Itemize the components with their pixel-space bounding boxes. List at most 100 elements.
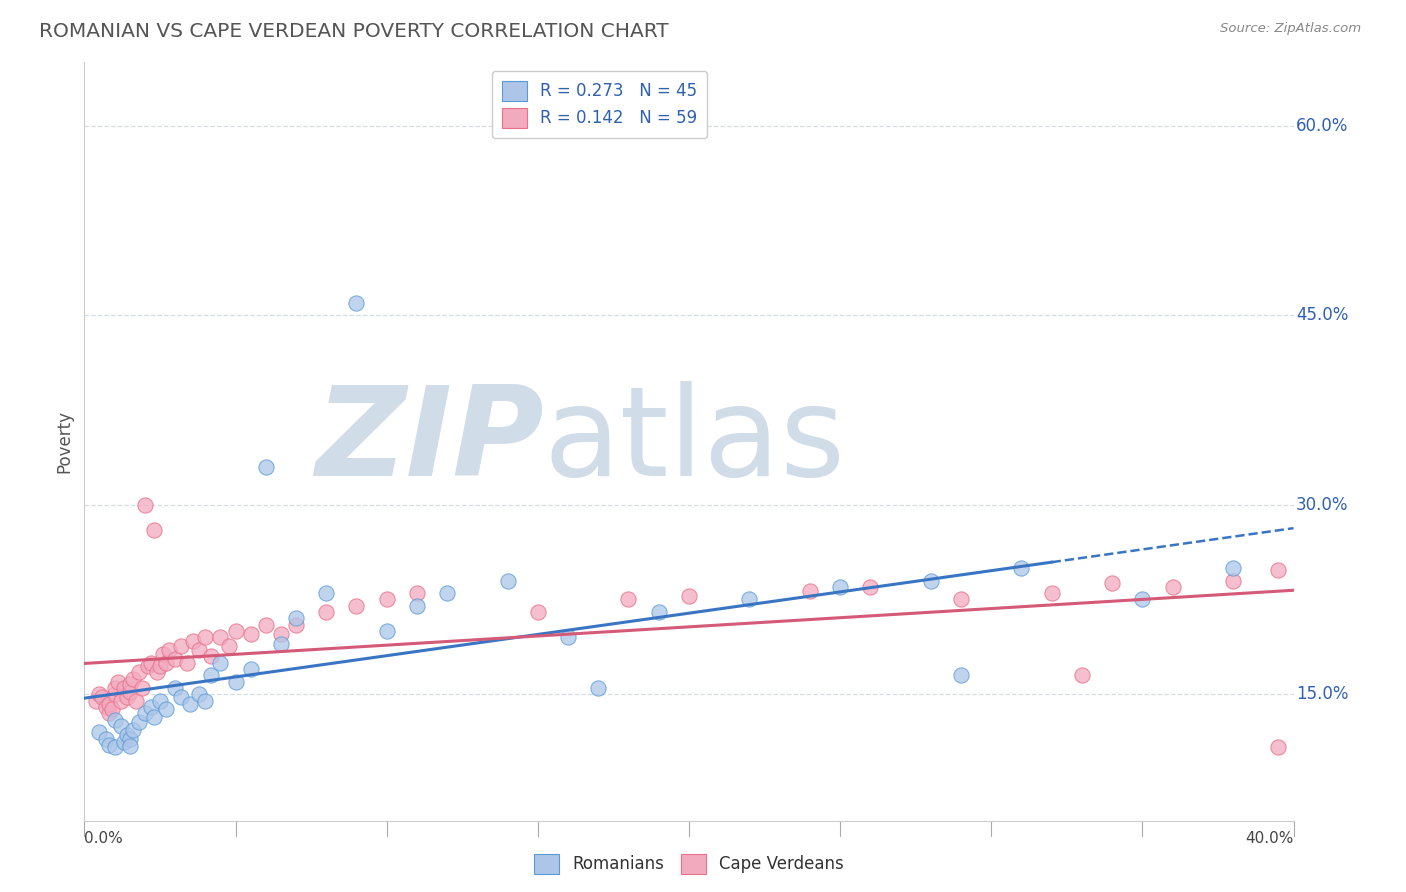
Point (950, 668, 973, 682)
Point (97, 698, 120, 712)
Point (152, 647, 174, 661)
Point (100, 702, 122, 716)
Point (239, 626, 262, 640)
Text: ZIP: ZIP (315, 381, 544, 502)
Point (155, 702, 177, 716)
Point (1161, 580, 1184, 594)
Point (406, 599, 429, 613)
Point (285, 611, 308, 625)
Point (112, 681, 135, 695)
Point (104, 687, 127, 701)
Point (496, 574, 519, 588)
Point (91, 690, 114, 704)
Point (270, 637, 292, 651)
Point (270, 626, 292, 640)
Point (139, 656, 162, 670)
Text: 15.0%: 15.0% (1296, 685, 1348, 703)
Text: 60.0%: 60.0% (1296, 117, 1348, 135)
Point (104, 740, 127, 755)
Point (155, 656, 177, 670)
Point (118, 677, 141, 691)
Point (200, 649, 222, 664)
Point (118, 685, 141, 699)
Point (86, 693, 108, 707)
Point (194, 631, 217, 645)
Legend: Romanians, Cape Verdeans: Romanians, Cape Verdeans (527, 847, 851, 880)
Point (799, 583, 821, 598)
Point (859, 580, 882, 594)
Point (375, 592, 398, 607)
Point (375, 624, 398, 639)
Point (188, 643, 211, 657)
Point (97, 738, 120, 752)
Point (181, 634, 204, 648)
Point (157, 643, 180, 657)
Point (830, 580, 852, 594)
Text: 0.0%: 0.0% (84, 830, 124, 846)
Point (194, 693, 217, 707)
Point (209, 631, 232, 645)
Text: atlas: atlas (544, 381, 846, 502)
Point (950, 592, 973, 607)
Point (146, 665, 169, 679)
Point (115, 690, 138, 704)
Point (346, 295, 368, 310)
Point (738, 592, 761, 607)
Point (1222, 574, 1244, 588)
Point (436, 586, 458, 600)
Point (115, 728, 138, 742)
Point (225, 624, 247, 639)
Point (128, 665, 150, 679)
Point (89, 687, 111, 701)
Point (179, 698, 201, 712)
Point (254, 459, 277, 474)
Point (134, 706, 156, 721)
Point (165, 652, 187, 666)
Point (218, 639, 240, 653)
Point (110, 693, 132, 707)
Y-axis label: Poverty: Poverty (55, 410, 73, 473)
Point (139, 699, 162, 714)
Point (588, 681, 610, 695)
Point (149, 659, 172, 673)
Point (94, 731, 117, 746)
Text: 30.0%: 30.0% (1296, 496, 1348, 514)
Text: Source: ZipAtlas.com: Source: ZipAtlas.com (1220, 22, 1361, 36)
Point (1101, 576, 1123, 591)
Point (89, 725, 111, 739)
Point (128, 715, 150, 730)
Point (188, 687, 211, 701)
Point (149, 693, 172, 707)
Point (315, 605, 337, 619)
Point (557, 631, 579, 645)
Point (107, 674, 129, 689)
Point (94, 699, 117, 714)
Point (527, 605, 550, 619)
Point (225, 674, 247, 689)
Point (1222, 561, 1244, 575)
Point (97, 706, 120, 721)
Point (285, 617, 308, 632)
Point (170, 639, 193, 653)
Point (136, 659, 159, 673)
Point (142, 710, 165, 724)
Point (112, 735, 135, 749)
Point (121, 723, 143, 737)
Point (648, 605, 671, 619)
Point (165, 681, 187, 695)
Point (920, 574, 942, 588)
Point (104, 713, 127, 727)
Point (617, 592, 640, 607)
Point (125, 693, 148, 707)
Point (678, 589, 700, 603)
Point (1267, 740, 1289, 755)
Point (209, 656, 232, 670)
Point (1040, 586, 1063, 600)
Point (315, 586, 337, 600)
Point (118, 739, 141, 753)
Point (134, 498, 156, 512)
Text: 40.0%: 40.0% (1246, 830, 1294, 846)
Point (1071, 668, 1094, 682)
Point (1130, 592, 1153, 607)
Point (110, 719, 132, 733)
